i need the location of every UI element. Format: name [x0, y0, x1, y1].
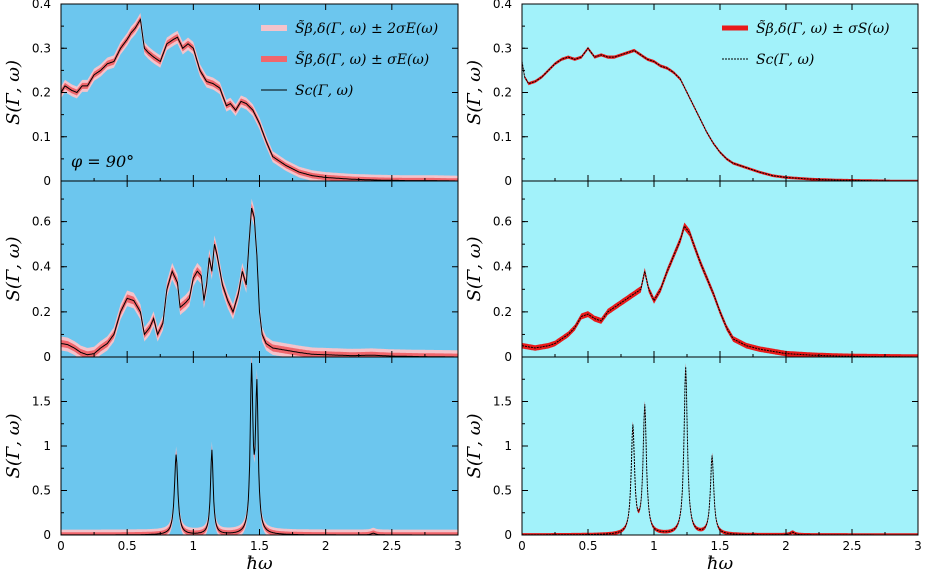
y-axis-label: S(Γ, ω)	[3, 414, 24, 479]
y-tick-label: 1	[504, 439, 512, 453]
panel-c1-r2: 0 0.5 1 1.5 0 0.5 1 1.5 2 2.5 3 ħω S(Γ, ω)	[464, 356, 922, 574]
legend-label: Sc(Γ, ω)	[756, 52, 814, 68]
y-tick-label: 0.2	[32, 305, 51, 319]
y-tick-label: 1	[43, 439, 51, 453]
panel-c0-r0: 0 0.1 0.2 0.3 0.4 S(Γ, ω) φ = 90° S̃β,δ(Γ, ω) ±…	[3, 0, 459, 188]
y-tick-label: 0.4	[32, 260, 51, 274]
panel-c1-r0: 00.10.20.30.4S(Γ, ω)S̃β,δ(Γ, ω) ± σS(ω)S…	[464, 0, 919, 188]
x-tick-label: 0	[57, 539, 65, 553]
y-tick-label: 1.5	[32, 395, 51, 409]
legend-label: S̃β,δ(Γ, ω) ± 2σE(ω)	[295, 19, 438, 37]
plot-background-col0	[61, 4, 458, 535]
uncertainty-band-2sigma	[61, 198, 458, 357]
y-tick-label: 0	[43, 528, 51, 542]
y-tick-label: 0.3	[493, 41, 512, 55]
y-axis-label: S(Γ, ω)	[464, 414, 485, 479]
x-tick-label: 0	[518, 539, 526, 553]
legend-label: Sc(Γ, ω)	[295, 83, 353, 99]
x-tick-label: 2.5	[842, 539, 861, 553]
x-tick-label: 2	[782, 539, 790, 553]
y-tick-label: 0.2	[493, 86, 512, 100]
panel-annotation: φ = 90°	[71, 152, 134, 171]
y-axis-label: S(Γ, ω)	[3, 60, 24, 125]
y-axis-label: S(Γ, ω)	[464, 60, 485, 125]
x-tick-label: 0.5	[118, 539, 137, 553]
x-tick-label: 1.5	[710, 539, 729, 553]
legend-label: S̃β,δ(Γ, ω) ± σS(ω)	[756, 19, 890, 37]
y-tick-label: 0.1	[32, 130, 51, 144]
y-tick-label: 0.5	[32, 484, 51, 498]
y-tick-label: 0.6	[32, 215, 51, 229]
x-tick-label: 1.5	[250, 539, 269, 553]
plot-background-col1	[522, 4, 918, 535]
y-axis-label: S(Γ, ω)	[464, 237, 485, 302]
x-tick-label: 1	[650, 539, 658, 553]
legend: S̃β,δ(Γ, ω) ± 2σE(ω) S̃β,δ(Γ, ω) ± σE(ω) S…	[261, 19, 438, 99]
x-tick-label: 0.5	[578, 539, 597, 553]
y-tick-label: 0	[504, 350, 512, 364]
x-axis-label: ħω	[246, 553, 273, 574]
y-tick-label: 0.2	[32, 86, 51, 100]
panel-c1-r1: 0 0.2 0.4 0.6 S(Γ, ω)	[464, 180, 919, 364]
y-tick-label: 0.2	[493, 305, 512, 319]
x-tick-label: 3	[914, 539, 922, 553]
y-tick-label: 0	[43, 174, 51, 188]
panel-c0-r1: 0 0.2 0.4 0.6 S(Γ, ω)	[3, 180, 459, 364]
y-tick-label: 0.1	[493, 130, 512, 144]
y-tick-label: 0	[43, 350, 51, 364]
y-tick-label: 0.5	[493, 484, 512, 498]
y-tick-label: 1.5	[493, 395, 512, 409]
y-tick-label: 0.4	[493, 260, 512, 274]
y-axis-label: S(Γ, ω)	[3, 237, 24, 302]
y-tick-label: 0	[504, 174, 512, 188]
x-tick-label: 2	[322, 539, 330, 553]
uncertainty-band-1sigma	[522, 46, 918, 181]
x-tick-label: 2.5	[382, 539, 401, 553]
x-axis-label: ħω	[707, 553, 734, 574]
y-tick-label: 0	[504, 528, 512, 542]
y-tick-label: 0.4	[493, 0, 512, 11]
y-tick-label: 0.3	[32, 41, 51, 55]
y-tick-label: 0.6	[493, 215, 512, 229]
y-tick-label: 0.4	[32, 0, 51, 11]
panel-c0-r2: 0 0.5 1 1.5 0 0.5 1 1.5 2 2.5 3 ħω S(Γ, ω)	[3, 356, 462, 574]
legend-label: S̃β,δ(Γ, ω) ± σE(ω)	[295, 50, 429, 68]
x-tick-label: 1	[190, 539, 198, 553]
legend: S̃β,δ(Γ, ω) ± σS(ω) Sc(Γ, ω)	[722, 19, 890, 68]
x-tick-label: 3	[454, 539, 462, 553]
